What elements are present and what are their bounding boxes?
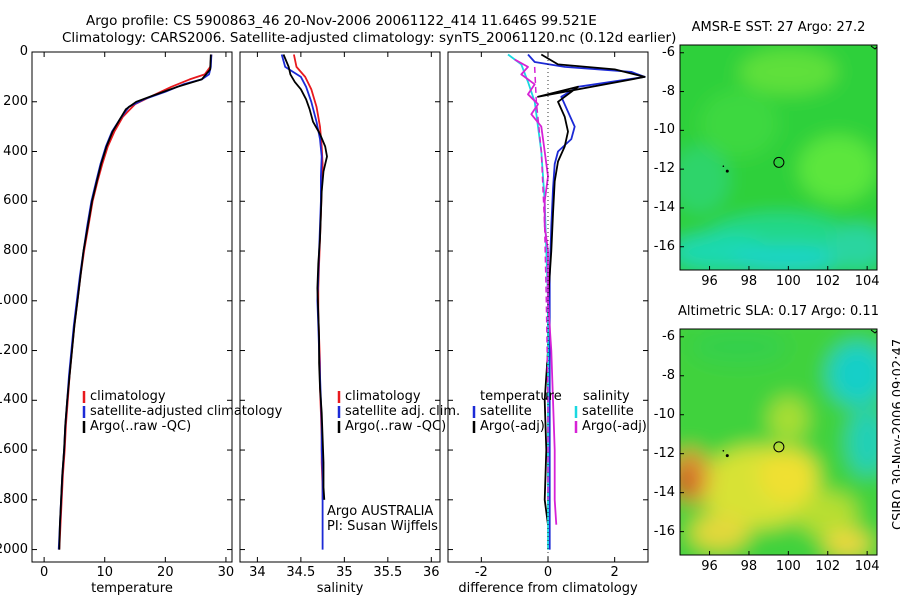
salinity-std-envelope xyxy=(533,66,549,500)
series-line-temperature-satellite xyxy=(527,53,646,550)
y-tick-label: -14 xyxy=(653,484,675,500)
x-tick-label: 98 xyxy=(740,274,758,289)
legend-title-temperature: temperature xyxy=(480,389,562,404)
y-tick-label: 0 xyxy=(19,44,28,59)
y-tick-label: 1600 xyxy=(0,442,28,458)
x-tick-label: 96 xyxy=(701,559,718,574)
x-axis-label: difference from climatology xyxy=(458,581,638,596)
x-tick-label: 10 xyxy=(96,565,113,580)
x-tick-label: 96 xyxy=(701,274,718,289)
y-tick-label: 1800 xyxy=(0,491,28,507)
figure-canvas xyxy=(31,44,878,563)
x-tick-label: 35 xyxy=(336,565,353,580)
float-track-point xyxy=(722,165,725,168)
float-track-point xyxy=(725,454,729,458)
legend-item: satellite xyxy=(480,404,532,419)
x-tick-label: 35.5 xyxy=(373,565,403,580)
sla_map-title: Altimetric SLA: 0.17 Argo: 0.11 xyxy=(678,304,879,319)
legend-item: climatology xyxy=(345,389,421,404)
profile-location-marker xyxy=(773,156,785,168)
x-tick-label: 20 xyxy=(157,565,174,580)
x-tick-label: 104 xyxy=(854,274,880,289)
float-track-point xyxy=(725,169,729,173)
sst_map-frame xyxy=(679,44,878,271)
x-tick-label: 102 xyxy=(815,274,841,289)
y-tick-label: 2000 xyxy=(0,541,28,557)
profile-location-marker xyxy=(773,441,785,453)
y-tick-label: 1000 xyxy=(0,292,28,308)
legend-item: Argo(..raw -QC) xyxy=(345,419,447,434)
x-tick-label: 34.5 xyxy=(286,565,316,580)
y-tick-label: 400 xyxy=(3,143,28,159)
x-tick-label: 100 xyxy=(775,274,801,289)
series-line-argo-raw-qc xyxy=(58,54,212,550)
x-tick-label: 34 xyxy=(249,565,266,580)
legend-item: Argo(-adj) xyxy=(480,419,545,434)
x-tick-label: 102 xyxy=(815,559,841,574)
x-axis-label: temperature xyxy=(91,581,173,596)
y-tick-label: -10 xyxy=(653,406,675,422)
series-line-satellite-adjusted-climatology xyxy=(57,54,213,550)
sst_map-title: AMSR-E SST: 27 Argo: 27.2 xyxy=(691,20,866,35)
float-track-point xyxy=(722,449,725,452)
coastline xyxy=(870,329,878,334)
header-line-2: Climatology: CARS2006. Satellite-adjuste… xyxy=(62,30,677,46)
y-tick-label: -16 xyxy=(653,523,675,539)
legend-item: satellite-adjusted climatology xyxy=(90,404,283,419)
x-tick-label: 104 xyxy=(854,559,880,574)
salinity_profile-frame xyxy=(239,51,441,563)
y-tick-label: -14 xyxy=(653,199,675,215)
header-line-1: Argo profile: CS 5900863_46 20-Nov-2006 … xyxy=(86,13,597,29)
side-timestamp-label: CSIRO 30-Nov-2006 09:02:47 xyxy=(891,338,900,530)
temperature_profile-frame xyxy=(31,51,233,563)
y-tick-label: 800 xyxy=(3,243,28,259)
legend-item: Argo(..raw -QC) xyxy=(90,419,192,434)
x-tick-label: -2 xyxy=(474,565,488,580)
legend-title-salinity: salinity xyxy=(583,389,630,404)
y-tick-label: -8 xyxy=(662,367,675,383)
x-axis-label: salinity xyxy=(316,581,364,596)
series-line-argo-raw-qc xyxy=(282,54,328,500)
y-tick-label: 200 xyxy=(3,93,28,109)
series-line-climatology xyxy=(58,54,213,550)
x-tick-label: 98 xyxy=(740,559,758,574)
x-tick-label: 30 xyxy=(217,565,235,580)
x-tick-label: 2 xyxy=(610,565,619,580)
x-tick-label: 0 xyxy=(543,565,553,580)
y-tick-label: -8 xyxy=(662,83,675,99)
legend-item: climatology xyxy=(90,389,166,404)
x-tick-label: 36 xyxy=(423,565,440,580)
x-tick-label: 0 xyxy=(39,565,49,580)
y-tick-label: -12 xyxy=(653,445,675,461)
y-tick-label: 600 xyxy=(3,193,28,209)
legend-item: satellite adj. clim. xyxy=(345,404,461,419)
y-tick-label: 1400 xyxy=(0,392,28,408)
y-tick-label: -6 xyxy=(662,328,675,344)
sst_map-field xyxy=(680,45,877,270)
series-line-temperature-argo-adj xyxy=(537,53,646,525)
coastline xyxy=(870,45,878,50)
y-tick-label: -6 xyxy=(662,44,675,60)
y-tick-label: -12 xyxy=(653,161,675,177)
y-tick-label: -10 xyxy=(653,122,675,138)
y-tick-label: -16 xyxy=(653,238,675,254)
sla_map-frame xyxy=(679,328,878,556)
sla_map-field xyxy=(680,329,877,555)
annotation-text: Argo AUSTRALIA xyxy=(327,504,434,519)
annotation-text: PI: Susan Wijffels xyxy=(327,519,438,534)
legend-item: satellite xyxy=(582,404,634,419)
legend-item: Argo(-adj) xyxy=(582,419,647,434)
x-tick-label: 100 xyxy=(775,559,801,574)
y-tick-label: 1200 xyxy=(0,342,28,358)
